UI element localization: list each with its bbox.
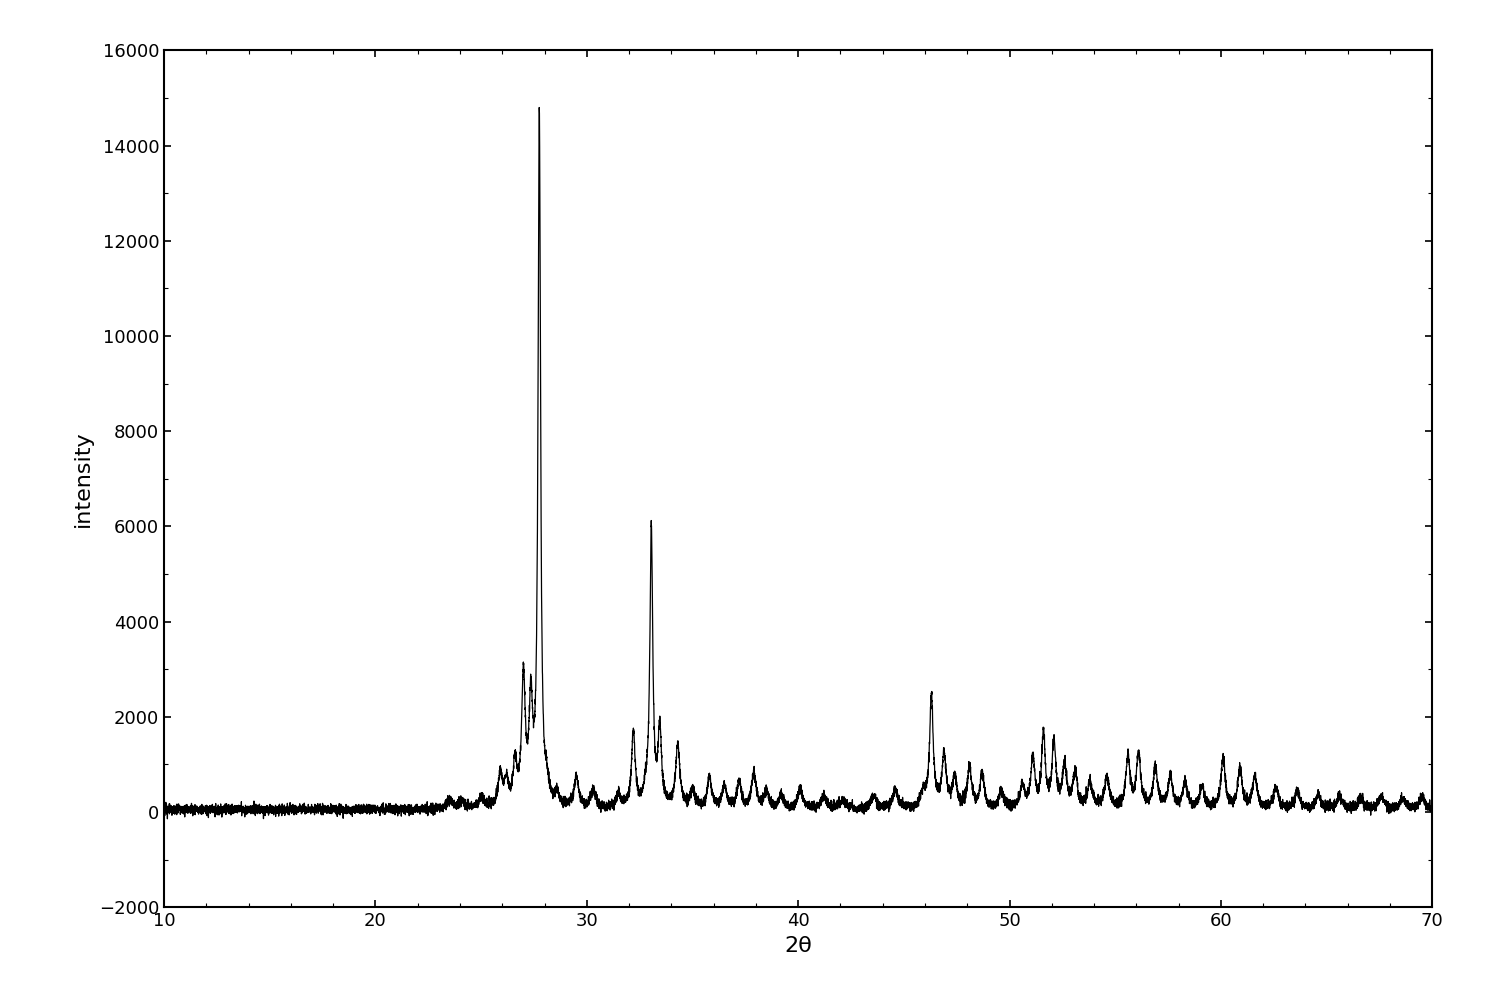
X-axis label: 2θ: 2θ — [785, 935, 812, 956]
Y-axis label: intensity: intensity — [73, 430, 94, 527]
